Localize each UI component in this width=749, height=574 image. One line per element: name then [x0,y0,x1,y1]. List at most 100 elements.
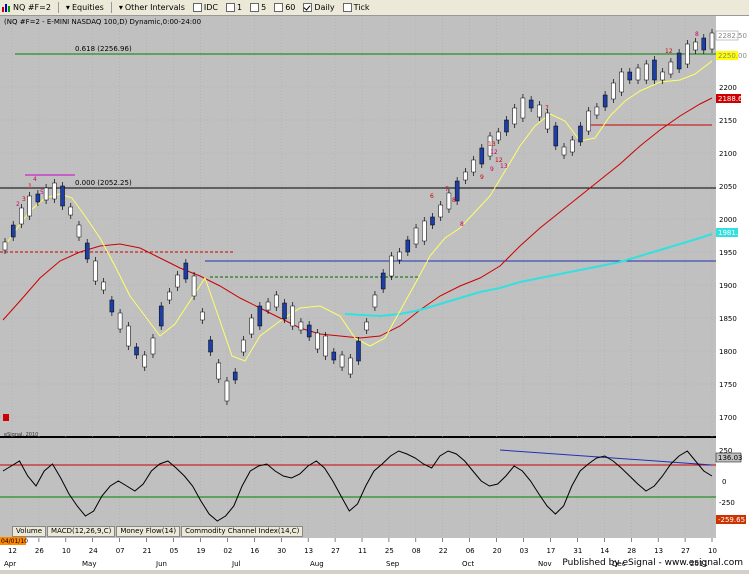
cci-low-label: -259.65 [718,516,745,524]
candle-body [43,187,49,201]
price-chart[interactable]: 2250220021502100205020001950190018501800… [0,16,749,570]
interval-5[interactable]: 5 [248,1,268,14]
seq-count-label: 7 [445,186,449,193]
interval-daily[interactable]: Daily [301,1,336,14]
x-tick-label: 03 [520,547,529,555]
candle-body [685,43,690,65]
candle-body [528,99,534,109]
x-tick-label: 24 [89,547,98,555]
x-tick-label: 21 [143,547,152,555]
interval-idc-label: IDC [203,3,218,12]
tab-macd[interactable]: MACD(12,26,9,C) [47,526,116,537]
x-tick-label: 30 [277,547,286,555]
candle-body [446,192,452,210]
checkbox-checked-icon [303,3,313,12]
price-axis [716,16,749,570]
seq-count-label: 5 [40,189,44,196]
interval-60[interactable]: 60 [272,1,297,14]
candle-body [339,354,345,368]
yellow-ma-box [716,51,738,60]
toolbar: NQ #F=2 ▾ Equities ▾ Other Intervals IDC… [0,0,749,16]
candle-body [315,332,320,350]
candle-body [364,321,369,331]
x-tick-label: 10 [62,547,71,555]
candle-body [660,71,665,81]
x-tick-label: 28 [627,547,636,555]
checkbox-icon [226,3,235,12]
candle-body [652,59,657,81]
publisher-footer: Published by eSignal - www.esignal.com [562,558,743,568]
interval-tick[interactable]: Tick [341,1,372,14]
cci-tick-neg250: -250 [719,499,735,507]
y-tick-label: 1700 [719,414,737,422]
candlesticks [2,29,715,405]
x-axis-labels: 12 26 10 24 07 21 05 19 02 16 30 13 27 11 25 08 22 06 20 03… [4,538,717,568]
esignal-watermark: eSignal, 2010 [4,432,38,438]
seq-count-label: 2 [16,201,20,208]
month-label: Oct [462,560,474,568]
interval-60-label: 60 [285,3,296,12]
candle-body [619,71,624,93]
equities-dropdown[interactable]: ▾ Equities [64,1,106,14]
candle-body [586,110,591,132]
tab-money-flow[interactable]: Money Flow(14) [116,526,181,537]
x-tick-label: 06 [466,547,475,555]
candle-body [68,206,74,216]
candle-body [158,305,164,327]
fib-000-label: 0.000 (2052.25) [75,179,132,187]
chart-area[interactable]: 2250220021502100205020001950190018501800… [0,16,749,570]
seq-count-label: 12 [490,149,498,156]
month-label: 2011 [690,560,708,568]
candle-body [372,294,378,308]
candle-body [19,207,24,225]
candle-body [578,125,583,143]
candle-body [356,340,361,362]
seq-count-label: 12 [665,48,673,55]
candle-body [2,241,8,251]
candle-body [422,220,427,242]
x-tick-label: 14 [600,547,609,555]
candle-body [668,61,674,75]
candle-body [331,351,337,361]
candle-body [561,146,567,156]
interval-idc[interactable]: IDC [191,1,220,14]
candle-body [208,339,213,353]
candle-body [405,239,411,253]
y-tick-label: 1750 [719,381,737,389]
candle-body [553,125,559,147]
separator [110,2,112,13]
interval-1[interactable]: 1 [224,1,244,14]
month-label: Aug [310,560,324,568]
candle-body [60,185,65,207]
x-tick-label: 13 [304,547,313,555]
other-intervals-label: Other Intervals [124,3,185,12]
tab-cci[interactable]: Commodity Channel Index(14,C) [181,526,304,537]
candle-body [175,274,180,288]
cci-low-box [716,515,746,524]
candle-body [265,301,271,311]
x-tick-label: 02 [223,547,232,555]
seq-count-label: 9 [490,166,494,173]
checkbox-icon [250,3,260,12]
x-tick-label: 31 [573,547,582,555]
candle-body [232,371,238,381]
alert-marker-icon[interactable] [3,414,9,421]
month-label: Nov [538,560,552,568]
date-box [0,537,26,545]
ma-yellow-line [4,60,713,362]
chart-title: (NQ #F=2 - E-MINI NASDAQ 100,D) Dynamic,… [4,18,201,26]
candle-body [298,321,304,331]
other-intervals-dropdown[interactable]: ▾ Other Intervals [117,1,187,14]
candle-body [35,193,41,203]
interval-tick-label: Tick [353,3,370,12]
candle-body [611,82,616,100]
date-axis [0,538,716,570]
cci-line [2,450,713,522]
candle-body [479,147,485,165]
x-tick-label: 16 [250,547,259,555]
symbol-field[interactable]: NQ #F=2 [0,1,53,14]
x-tick-label: 27 [331,547,340,555]
x-tick-label: 10 [708,547,717,555]
seq-count-label: 7 [545,105,549,112]
tab-volume[interactable]: Volume [12,526,47,537]
